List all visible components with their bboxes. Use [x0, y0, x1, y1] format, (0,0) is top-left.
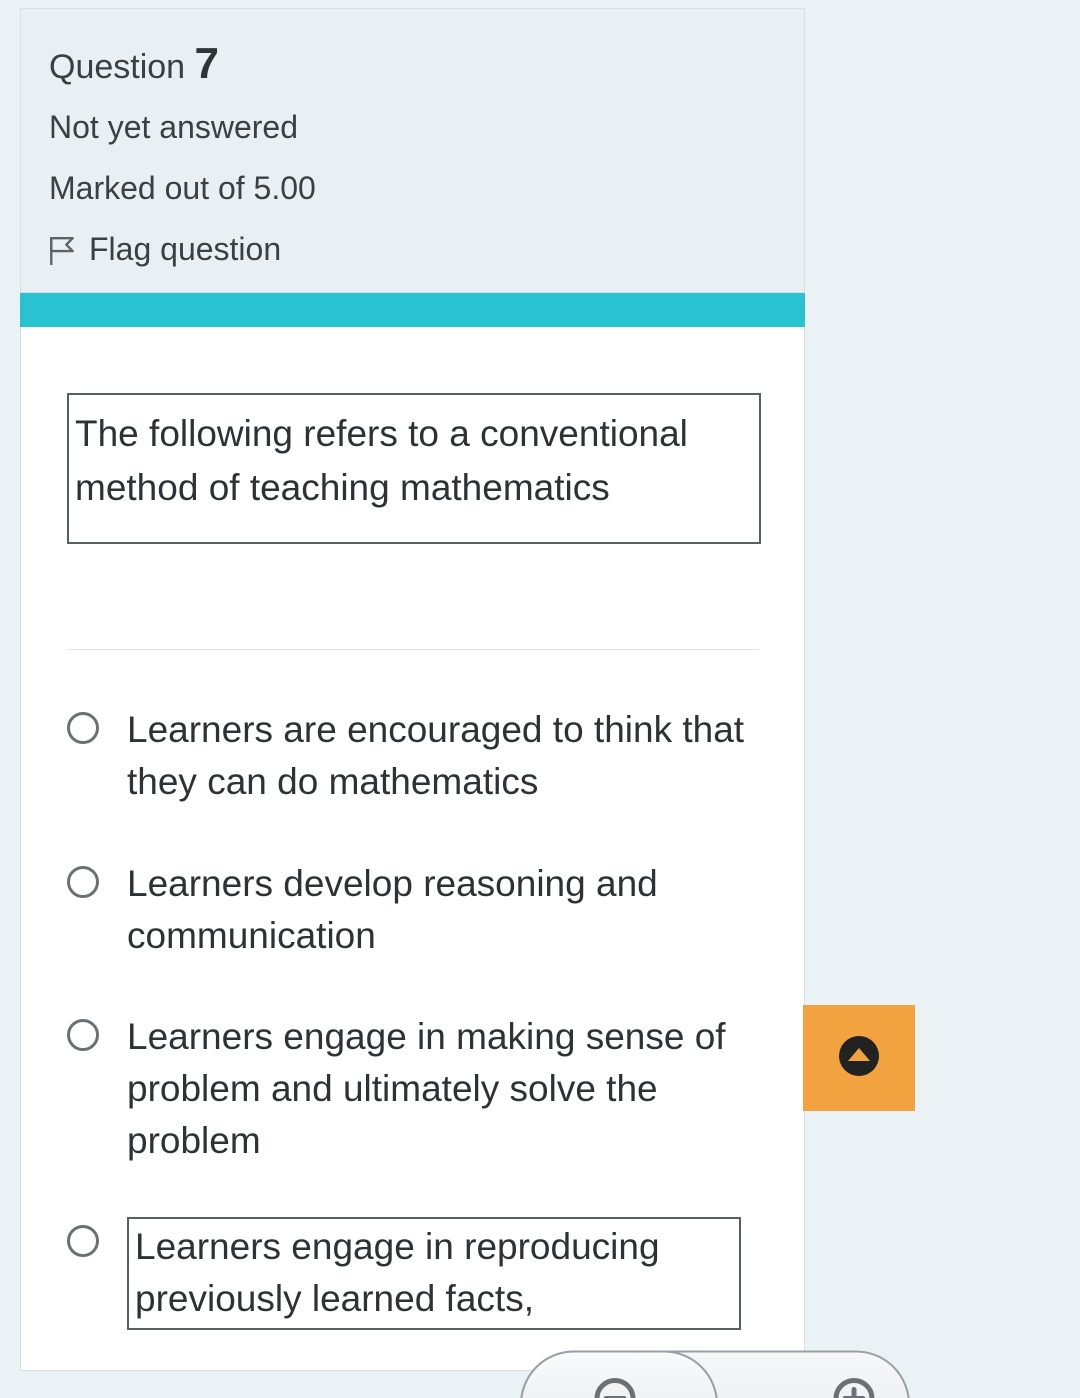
option-text-3[interactable]: Learners engage in making sense of probl… [127, 1011, 758, 1166]
marks-value: 5.00 [254, 170, 316, 206]
option-row: Learners engage in reproducing previousl… [67, 1217, 758, 1331]
option-radio-2[interactable] [67, 866, 99, 898]
scroll-to-top-button[interactable] [803, 1005, 915, 1111]
question-number: 7 [195, 39, 219, 88]
marks-prefix: Marked out of [49, 170, 254, 206]
option-radio-1[interactable] [67, 712, 99, 744]
zoom-handle[interactable] [520, 1350, 718, 1398]
option-text-2[interactable]: Learners develop reasoning and communica… [127, 858, 758, 962]
divider [67, 649, 758, 650]
question-prompt: The following refers to a conventional m… [67, 393, 761, 544]
page-root: Question 7 Not yet answered Marked out o… [0, 0, 1080, 1398]
question-panel: Question 7 Not yet answered Marked out o… [20, 8, 805, 1371]
option-radio-4[interactable] [67, 1225, 99, 1257]
question-title: Question 7 [49, 39, 776, 89]
question-body: The following refers to a conventional m… [20, 327, 805, 1371]
option-row: Learners are encouraged to think that th… [67, 704, 758, 808]
zoom-in-icon[interactable] [828, 1372, 888, 1398]
question-marks: Marked out of 5.00 [49, 170, 776, 207]
chevron-up-icon [837, 1034, 881, 1083]
question-label: Question [49, 48, 185, 86]
option-text-1[interactable]: Learners are encouraged to think that th… [127, 704, 758, 808]
option-text-4[interactable]: Learners engage in reproducing previousl… [127, 1217, 741, 1331]
question-status: Not yet answered [49, 109, 776, 146]
option-text-4-box: Learners engage in reproducing previousl… [127, 1217, 741, 1331]
question-header: Question 7 Not yet answered Marked out o… [20, 8, 805, 293]
option-row: Learners develop reasoning and communica… [67, 858, 758, 962]
zoom-control[interactable] [520, 1350, 1080, 1398]
zoom-out-icon [589, 1372, 649, 1398]
flag-question-link[interactable]: Flag question [49, 231, 776, 268]
option-row: Learners engage in making sense of probl… [67, 1011, 758, 1166]
option-radio-3[interactable] [67, 1019, 99, 1051]
flag-icon [49, 235, 75, 265]
flag-label: Flag question [89, 231, 281, 268]
accent-bar [20, 293, 805, 327]
